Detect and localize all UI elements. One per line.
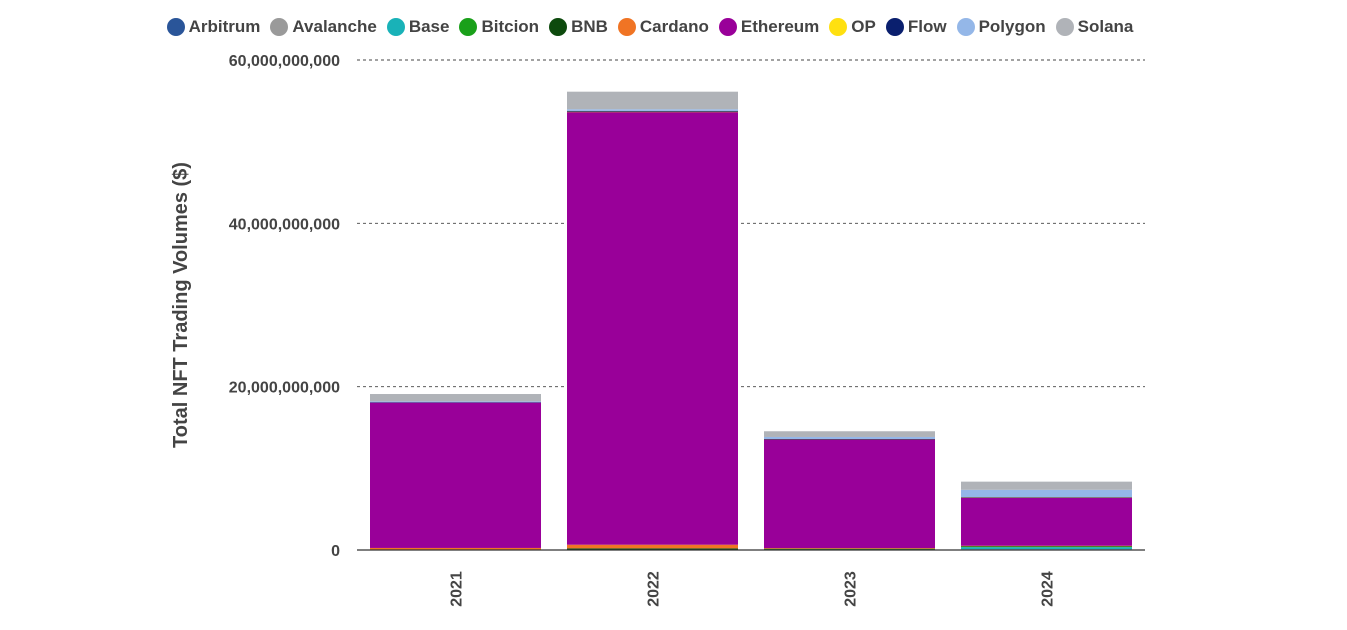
bar-2022-flow[interactable] [567,110,738,112]
bar-2024-bitcion[interactable] [961,546,1132,548]
bar-2022-ethereum[interactable] [567,111,738,545]
legend-swatch [1055,18,1074,36]
bar-2023-solana[interactable] [764,431,935,437]
legend-label: BNB [571,17,608,36]
bar-2024-cardano[interactable] [961,545,1132,547]
gridlines [357,59,1145,388]
bar-2023-polygon[interactable] [764,436,935,440]
bar-2021-cardano[interactable] [370,547,541,550]
legend-item-op[interactable]: OP [829,17,876,37]
legend-swatch [956,18,975,36]
legend-swatch [617,18,636,36]
bar-2024-flow[interactable] [961,497,1132,498]
legend-item-avalanche[interactable]: Avalanche [270,17,377,37]
bars [370,91,1132,551]
bar-2022-bnb[interactable] [567,548,738,550]
y-tick-label: 40,000,000,000 [229,216,340,233]
bar-2024-base[interactable] [961,547,1132,550]
legend-label: Flow [907,17,947,36]
bar-2023-ethereum[interactable] [764,439,935,549]
bar-2021-solana[interactable] [370,394,541,402]
y-tick-label: 60,000,000,000 [229,53,340,70]
chart-legend: Arbitrum Avalanche Base Bitcion BNB Cardano Et… [0,17,1300,37]
y-tick-label: 0 [331,543,340,560]
legend-label: Arbitrum [188,17,261,36]
legend-item-solana[interactable]: Solana [1055,17,1134,37]
legend-item-cardano[interactable]: Cardano [617,17,709,37]
bar-2021-flow[interactable] [370,402,541,403]
y-tick-label: 20,000,000,000 [229,380,340,397]
bar-2024-solana[interactable] [961,481,1132,490]
legend-item-bnb[interactable]: BNB [549,17,608,37]
bar-2023-flow[interactable] [764,439,935,440]
legend-label: Polygon [978,17,1046,36]
bar-2022-op[interactable] [567,111,738,113]
legend-item-ethereum[interactable]: Ethereum [718,17,820,37]
legend-swatch [829,18,848,36]
legend-swatch [549,18,568,36]
legend-swatch [718,18,737,36]
legend-swatch [386,18,405,36]
legend-item-base[interactable]: Base [386,17,450,37]
legend-item-polygon[interactable]: Polygon [956,17,1046,37]
legend-swatch [166,18,185,36]
bar-2023-cardano[interactable] [764,548,935,549]
legend-item-flow[interactable]: Flow [885,17,947,37]
bar-2024-polygon[interactable] [961,489,1132,498]
legend-item-bitcion[interactable]: Bitcion [459,17,539,37]
legend-swatch [459,18,478,36]
x-tick-label: 2021 [449,571,466,607]
bar-2022-polygon[interactable] [567,109,738,111]
x-tick-label: 2022 [646,571,663,607]
legend-label: Cardano [639,17,709,36]
x-tick-labels: 2021 2022 2023 2024 [449,571,1057,607]
legend-label: Avalanche [292,17,377,36]
legend-label: Ethereum [740,17,820,36]
bar-2024-ethereum[interactable] [961,497,1132,546]
legend-swatch [885,18,904,36]
legend-label: Solana [1077,17,1134,36]
legend-label: Bitcion [481,17,540,36]
bar-2021-ethereum[interactable] [370,402,541,548]
legend-swatch [270,18,289,36]
bar-2024-bnb[interactable] [961,546,1132,547]
x-tick-label: 2024 [1040,571,1057,607]
bar-2022-solana[interactable] [567,91,738,110]
y-axis-title: Total NFT Trading Volumes ($) [170,162,192,448]
y-tick-labels: 0 20,000,000,000 40,000,000,000 60,000,000,… [229,53,340,560]
bar-2022-cardano[interactable] [567,544,738,549]
x-tick-label: 2023 [843,571,860,607]
bar-2023-bnb[interactable] [764,548,935,550]
legend-label: OP [851,17,876,36]
bar-2021-polygon[interactable] [370,401,541,403]
legend-item-arbitrum[interactable]: Arbitrum [166,17,261,37]
legend-label: Base [408,17,450,36]
